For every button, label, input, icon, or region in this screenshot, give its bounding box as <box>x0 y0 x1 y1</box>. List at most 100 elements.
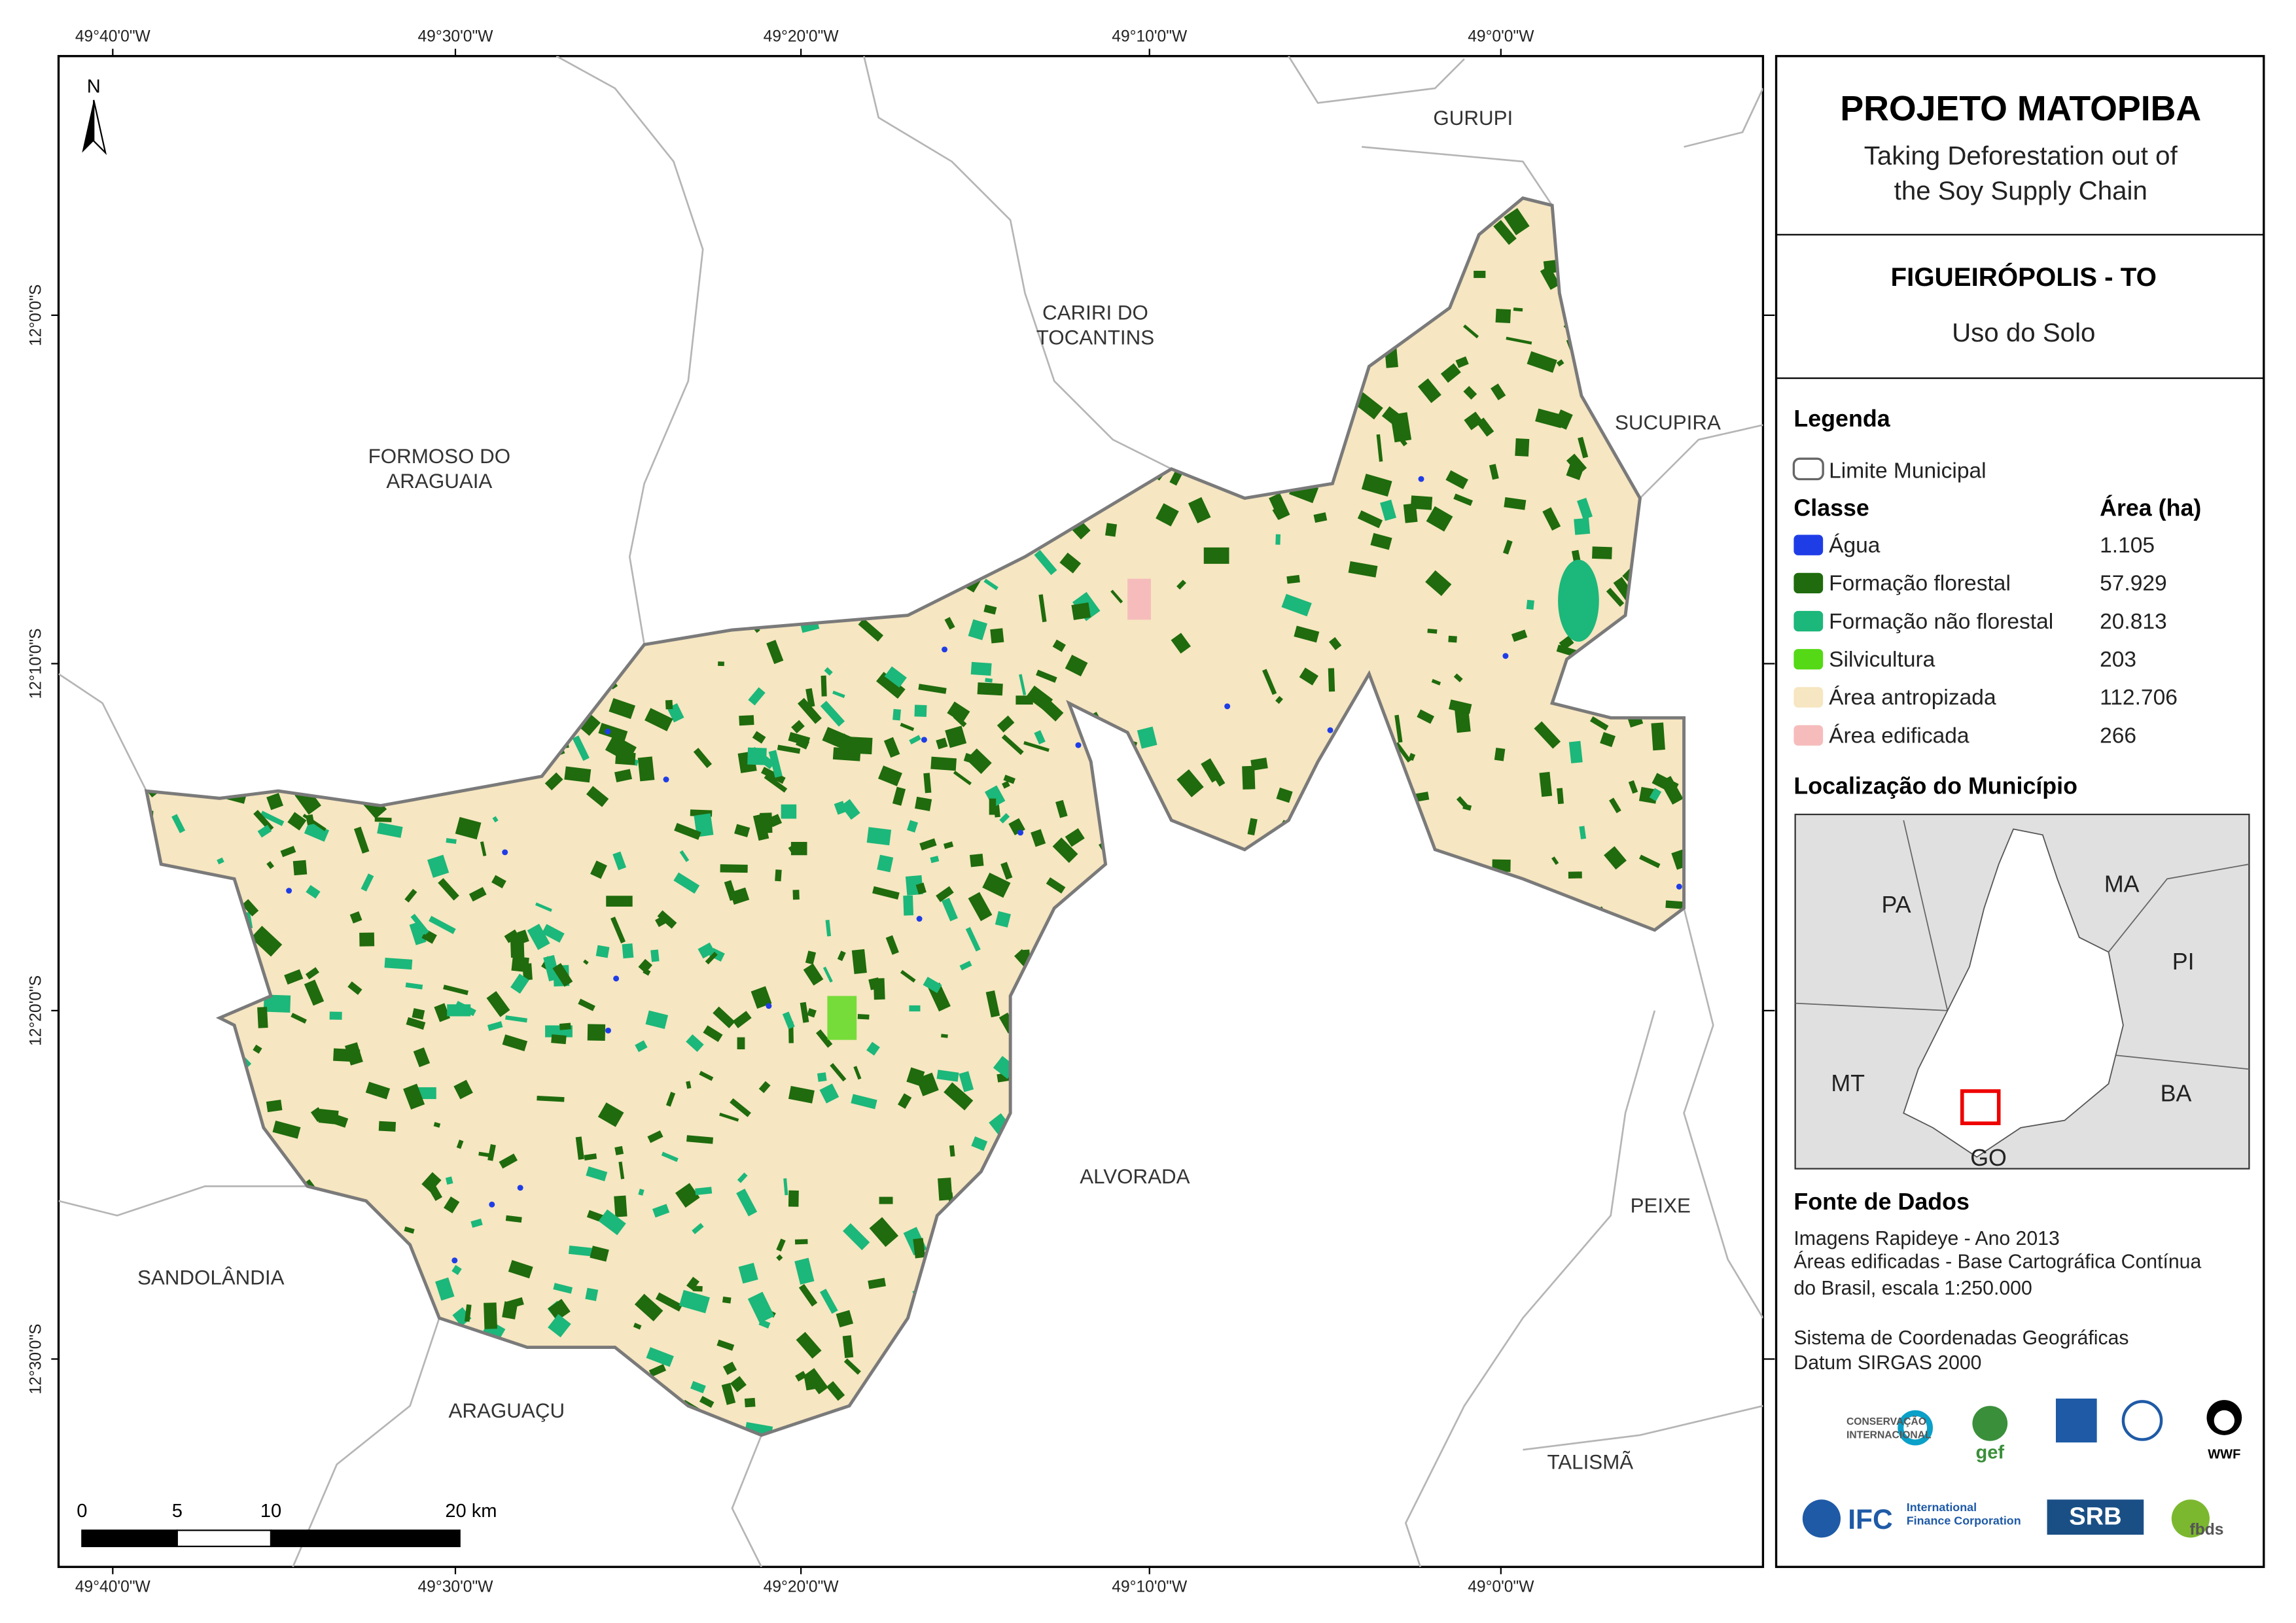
sources-line: Áreas edificadas - Base Cartográfica Con… <box>1793 1251 2201 1273</box>
longitude-label: 49°10'0"W <box>1112 1578 1188 1596</box>
land-cover-patch <box>506 1297 524 1309</box>
land-cover-patch <box>923 773 932 794</box>
land-cover-patch <box>455 1001 476 1017</box>
side-panel <box>1775 55 2265 1568</box>
land-cover-patch <box>260 811 285 826</box>
land-cover-patch <box>876 672 906 699</box>
legend-swatch <box>1793 610 1824 632</box>
land-cover-patch <box>266 1100 283 1113</box>
land-cover-patch <box>433 1122 441 1128</box>
land-cover-patch <box>1540 266 1561 290</box>
land-cover-patch <box>675 1183 700 1208</box>
land-cover-patch <box>942 898 958 922</box>
logo-text: SRB <box>2069 1503 2121 1530</box>
land-cover-patch <box>1247 818 1258 836</box>
land-cover-patch <box>564 766 592 783</box>
land-cover-patch <box>1453 673 1463 682</box>
land-cover-patch <box>776 1254 783 1261</box>
scale-bar-segment <box>270 1529 461 1548</box>
location-title: Localização do Município <box>1793 773 2077 799</box>
land-cover-patch <box>1403 503 1418 523</box>
land-cover-patch <box>817 1072 827 1082</box>
sources-line: Datum SIRGAS 2000 <box>1793 1352 1981 1374</box>
land-cover-patch <box>1417 378 1441 404</box>
land-cover-patch <box>453 1079 473 1100</box>
land-cover-patch <box>1574 517 1591 535</box>
land-cover-patch <box>686 1276 699 1291</box>
land-cover-patch <box>455 816 482 840</box>
land-cover-patch <box>257 1007 268 1028</box>
land-cover-patch <box>1275 534 1281 545</box>
land-cover-patch <box>1105 523 1118 537</box>
land-cover-patch <box>1188 497 1211 524</box>
land-cover-patch <box>923 977 942 994</box>
land-cover-patch <box>1592 546 1612 559</box>
land-cover-patch <box>866 827 892 846</box>
land-cover-patch <box>1137 726 1157 749</box>
land-cover-patch <box>587 1024 606 1041</box>
legend-label: Formação não florestal <box>1829 610 2053 634</box>
land-cover-patch <box>1628 780 1638 794</box>
legend-label: Água <box>1829 533 1881 557</box>
land-cover-patch <box>959 960 972 971</box>
land-cover-patch <box>1502 540 1513 555</box>
land-cover-patch <box>732 1011 752 1028</box>
land-cover-patch <box>645 1010 669 1029</box>
place-name: TALISMÃ <box>1547 1450 1633 1473</box>
land-cover-patch <box>1376 434 1383 462</box>
land-cover-patch <box>304 979 325 1006</box>
land-cover-patch <box>788 1190 799 1207</box>
land-cover-patch <box>1262 669 1277 695</box>
place-name: ARAGUAÇU <box>449 1399 565 1422</box>
land-cover-patch <box>1055 799 1068 818</box>
land-cover-patch <box>766 640 784 665</box>
legend-swatch <box>1793 572 1824 594</box>
land-cover-patch <box>1294 625 1320 643</box>
water-patch <box>1676 883 1682 890</box>
land-cover-patch <box>853 1066 862 1080</box>
land-cover-patch <box>794 1239 808 1245</box>
land-cover-patch <box>822 727 853 751</box>
land-cover-patch <box>989 798 997 815</box>
land-cover-patch <box>945 725 967 748</box>
land-cover-patch <box>918 684 947 694</box>
land-cover-patch <box>1449 699 1472 714</box>
land-cover-patch <box>1493 220 1517 245</box>
logo-text: WWF <box>2208 1448 2240 1462</box>
land-cover-patch <box>1370 532 1392 550</box>
land-cover-patch <box>612 851 627 871</box>
land-cover-patch <box>405 982 423 990</box>
land-cover-patch <box>583 959 589 965</box>
land-cover-patch <box>969 853 984 867</box>
land-cover-patch <box>1286 574 1300 584</box>
land-cover-patch <box>999 812 1010 824</box>
land-cover-patch <box>505 1015 527 1023</box>
land-cover-patch <box>971 1136 988 1151</box>
land-cover-patch <box>1557 788 1564 805</box>
land-cover-patch <box>406 1017 426 1030</box>
land-cover-patch <box>637 756 655 782</box>
land-cover-patch <box>266 861 274 869</box>
land-cover-patch <box>353 826 370 854</box>
longitude-label: 49°0'0"W <box>1468 27 1534 45</box>
land-cover-patch <box>487 1021 503 1032</box>
land-cover-patch <box>796 1331 822 1359</box>
land-cover-patch <box>638 958 653 973</box>
panel-subtitle: Taking Deforestation out of <box>1864 141 2178 170</box>
land-cover-patch <box>761 767 786 784</box>
legend-label: Silvicultura <box>1829 648 1935 672</box>
land-cover-patch <box>724 880 737 901</box>
land-cover-patch <box>614 1145 624 1155</box>
land-cover-patch <box>257 824 272 838</box>
land-cover-patch <box>551 1034 567 1045</box>
place-name: GURUPI <box>1433 107 1513 130</box>
state-label: PI <box>2172 949 2195 975</box>
land-cover-patch <box>752 731 766 744</box>
land-cover-patch <box>647 1130 663 1143</box>
land-cover-patch <box>1425 570 1452 597</box>
place-name: SANDOLÂNDIA <box>137 1266 285 1289</box>
land-cover-patch <box>646 1347 674 1367</box>
land-cover-patch <box>1455 356 1469 368</box>
legend-label: Área edificada <box>1829 724 1969 748</box>
land-cover-patch <box>586 786 609 807</box>
